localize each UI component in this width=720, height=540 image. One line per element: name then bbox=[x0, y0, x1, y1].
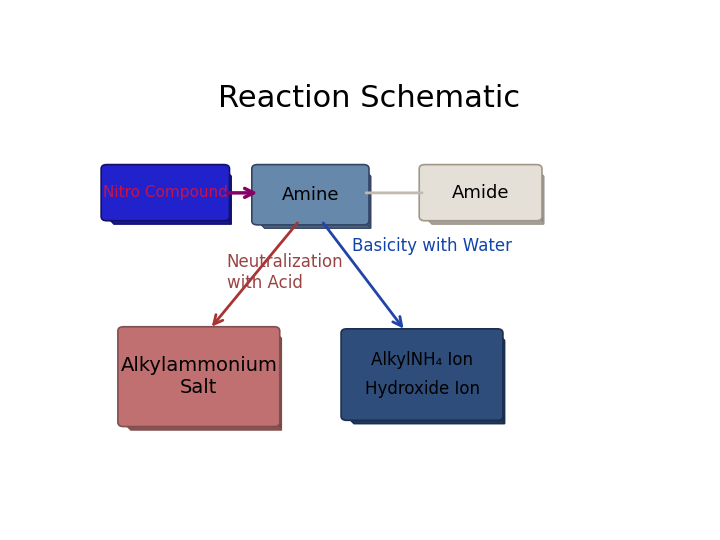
Text: AlkylNH₄ Ion: AlkylNH₄ Ion bbox=[371, 351, 473, 369]
Polygon shape bbox=[347, 416, 505, 424]
Text: Hydroxide Ion: Hydroxide Ion bbox=[364, 380, 480, 398]
Text: Basicity with Water: Basicity with Water bbox=[352, 237, 512, 255]
FancyBboxPatch shape bbox=[101, 165, 230, 221]
Polygon shape bbox=[425, 217, 544, 224]
FancyBboxPatch shape bbox=[419, 165, 542, 221]
Polygon shape bbox=[498, 333, 505, 424]
Text: Neutralization
with Acid: Neutralization with Acid bbox=[227, 253, 343, 292]
Text: Amide: Amide bbox=[452, 184, 509, 201]
Polygon shape bbox=[364, 168, 371, 228]
Polygon shape bbox=[258, 221, 371, 228]
Polygon shape bbox=[536, 168, 544, 224]
Polygon shape bbox=[224, 168, 231, 224]
Text: Nitro Compound: Nitro Compound bbox=[103, 185, 228, 200]
Polygon shape bbox=[107, 217, 231, 224]
Text: Reaction Schematic: Reaction Schematic bbox=[218, 84, 520, 112]
Text: Amine: Amine bbox=[282, 186, 339, 204]
FancyBboxPatch shape bbox=[341, 329, 503, 420]
FancyBboxPatch shape bbox=[118, 327, 280, 427]
Text: Alkylammonium
Salt: Alkylammonium Salt bbox=[120, 356, 277, 397]
Polygon shape bbox=[124, 422, 282, 430]
Polygon shape bbox=[274, 331, 282, 430]
FancyBboxPatch shape bbox=[252, 165, 369, 225]
